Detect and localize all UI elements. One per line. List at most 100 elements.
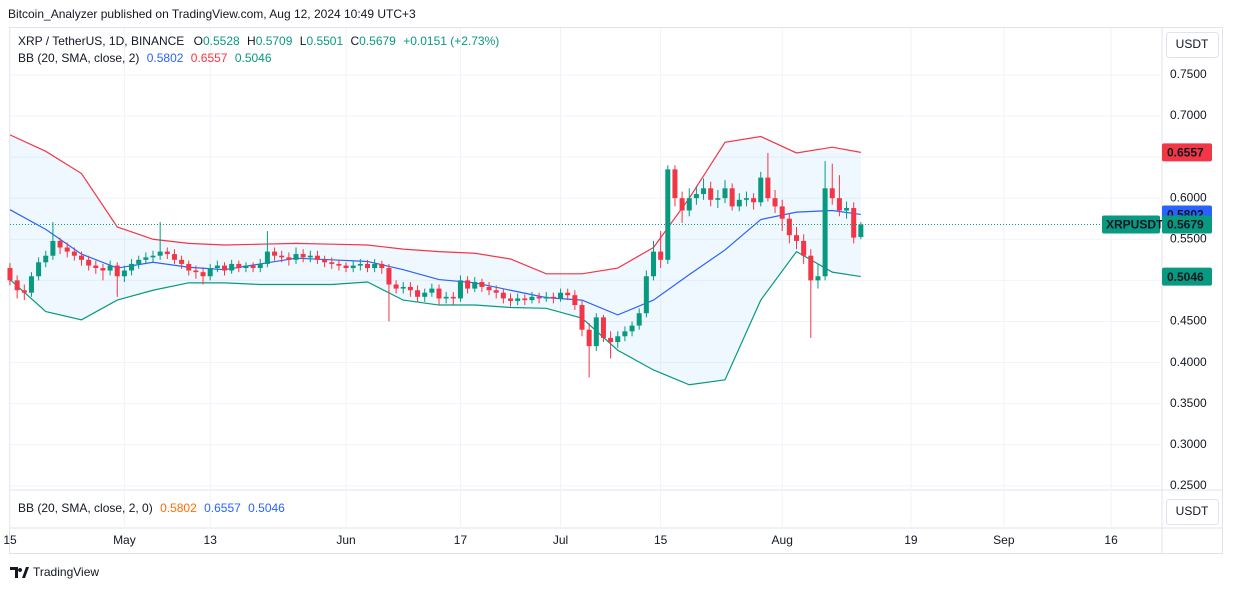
candle-body (679, 198, 685, 211)
plot-area (7, 28, 1162, 528)
candle-body (386, 268, 392, 285)
candle-body (457, 280, 463, 299)
candle-body (100, 268, 106, 271)
y-tick-label: 0.3000 (1170, 437, 1207, 451)
candle-body (465, 280, 471, 289)
ohlc-key: L (300, 34, 307, 48)
candle-body (143, 257, 149, 260)
ohlc-value: 0.5709 (256, 34, 293, 48)
candle-body (150, 255, 156, 258)
y-tick-label: 0.4000 (1170, 355, 1207, 369)
candle-body (608, 337, 614, 343)
y-tick-label: 0.7500 (1170, 67, 1207, 81)
candle-body (622, 331, 628, 337)
candle-body (479, 282, 485, 287)
candle-body (336, 263, 342, 266)
candle-body (71, 251, 77, 256)
pane-legend: BB (20, SMA, close, 2, 0) 0.5802 0.6557 … (18, 501, 285, 515)
upper-price-tag-box (1162, 143, 1212, 162)
candle-body (314, 255, 320, 260)
candle-body (400, 286, 406, 289)
candle-body (236, 263, 242, 269)
pane-indicator-value: 0.6557 (204, 501, 241, 515)
ohlc-value: 0.5528 (203, 34, 240, 48)
candle-body (50, 240, 56, 256)
candle-body (7, 268, 13, 281)
candle-body (86, 259, 92, 266)
last-price-tag-box (1162, 215, 1212, 234)
candle-body (121, 270, 127, 277)
candle-body (222, 265, 227, 271)
symbol-title: XRP / TetherUS, 1D, BINANCE (18, 34, 184, 48)
candle-body (379, 263, 385, 269)
candle-body (472, 282, 478, 289)
candle-body (844, 208, 850, 211)
x-tick-label: 15 (654, 533, 668, 547)
y-tick-label: 0.7000 (1170, 108, 1207, 122)
candle-body (579, 305, 585, 330)
candle-body (586, 329, 592, 347)
candle-body (815, 276, 821, 281)
indicator-legend: BB (20, SMA, close, 2) 0.5802 0.6557 0.5… (18, 51, 272, 65)
indicator-value: 0.5046 (235, 51, 272, 65)
candle-body (357, 263, 363, 266)
candle-body (157, 251, 163, 256)
candle-body (572, 295, 578, 306)
candle-body (558, 292, 564, 299)
candle-body (529, 296, 535, 301)
logo-mark[interactable] (10, 567, 29, 578)
lower-price-tag-box (1162, 267, 1212, 286)
candle-body (450, 296, 456, 299)
x-tick-label: 13 (204, 533, 218, 547)
candle-body (436, 288, 442, 299)
candle-body (429, 288, 435, 293)
candle-body (665, 169, 671, 260)
candle-body (636, 313, 642, 326)
currency-button[interactable] (1166, 32, 1219, 58)
upper-price-tag: 0.6557 (1167, 146, 1204, 160)
candle-body (522, 298, 528, 301)
y-tick-label: 0.3500 (1170, 396, 1207, 410)
candle-body (43, 255, 49, 263)
candle-body (693, 194, 699, 199)
candle-body (765, 177, 771, 199)
currency-button[interactable] (1166, 499, 1219, 525)
candle-body (794, 235, 799, 241)
candle-body (600, 317, 606, 338)
ohlc-key: O (194, 34, 203, 48)
legend-line: XRP / TetherUS, 1D, BINANCE O0.5528 H0.5… (18, 34, 499, 48)
candle-body (300, 254, 306, 258)
candle-body (200, 272, 206, 277)
candle-body (350, 265, 356, 269)
bb-lower-line (9, 250, 861, 386)
x-tick-label: May (113, 533, 136, 547)
candle-body (179, 259, 185, 264)
candle-body (407, 286, 413, 291)
candle-body (393, 284, 399, 289)
candle-body (443, 296, 449, 299)
candle-body (708, 188, 714, 200)
currency-label[interactable]: USDT (1176, 504, 1209, 518)
candle-body (851, 208, 857, 238)
candle-body (729, 188, 735, 207)
candle-body (836, 198, 842, 211)
brand-logo[interactable]: TradingView (10, 565, 99, 579)
candle-body (651, 251, 656, 277)
candle-body (858, 224, 864, 237)
ohlc-key: C (350, 34, 359, 48)
symbol-tag: XRPUSDT (1106, 218, 1164, 232)
candle-body (758, 177, 764, 203)
indicator-value: 0.5802 (147, 51, 184, 65)
brand-name[interactable]: TradingView (33, 565, 99, 579)
candle-body (107, 265, 113, 271)
candle-body (736, 199, 742, 207)
candle-body (193, 270, 199, 273)
x-tick-label: 15 (3, 533, 17, 547)
candle-body (565, 292, 571, 296)
candle-body (272, 251, 278, 256)
candle-body (808, 255, 814, 281)
currency-label[interactable]: USDT (1176, 37, 1209, 51)
band-fill (10, 134, 861, 385)
publish-header: Bitcoin_Analyzer published on TradingVie… (8, 7, 416, 21)
